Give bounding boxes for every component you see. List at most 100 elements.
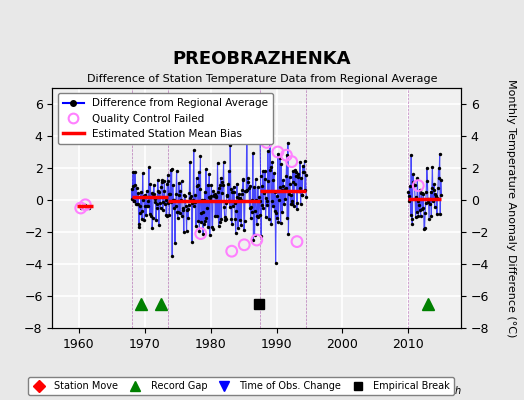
- Point: [138, 216, 146, 222]
- Point: [291, 180, 299, 187]
- Point: [431, 190, 440, 197]
- Point: [77, 205, 85, 211]
- Point: [246, 214, 255, 221]
- Point: [220, 204, 228, 210]
- Point: [148, 215, 157, 221]
- Point: [189, 199, 197, 205]
- Point: [136, 210, 145, 216]
- Point: [166, 191, 174, 197]
- Point: [230, 188, 238, 195]
- Point: [150, 191, 159, 197]
- Point: [231, 216, 239, 222]
- Point: [407, 152, 416, 158]
- Point: [200, 197, 208, 203]
- Point: [297, 200, 305, 207]
- Point: [414, 182, 422, 189]
- Point: [209, 226, 217, 232]
- Point: [283, 140, 292, 146]
- Point: [420, 225, 428, 232]
- Point: [191, 192, 199, 198]
- Point: [268, 159, 277, 165]
- Point: [301, 187, 309, 193]
- Point: [420, 224, 429, 231]
- Point: [81, 202, 90, 208]
- Point: [285, 190, 293, 197]
- Point: [141, 202, 149, 209]
- Point: [299, 169, 308, 175]
- Point: [81, 202, 90, 208]
- Point: [187, 193, 195, 200]
- Point: [277, 219, 285, 226]
- Point: [222, 215, 230, 222]
- Point: [219, 181, 227, 188]
- Point: [186, 195, 194, 201]
- Point: [146, 210, 154, 217]
- Point: [261, 214, 270, 220]
- Point: [240, 242, 248, 248]
- Point: [172, 191, 180, 197]
- Point: [255, 194, 263, 200]
- Point: [433, 195, 442, 201]
- Point: [220, 159, 228, 165]
- Point: [421, 200, 430, 206]
- Point: [235, 190, 243, 197]
- Point: [129, 169, 137, 176]
- Point: [224, 181, 232, 188]
- Point: [291, 169, 300, 175]
- Point: [139, 197, 147, 204]
- Point: [127, 186, 136, 192]
- Text: Berkeley Earth: Berkeley Earth: [389, 386, 461, 396]
- Point: [155, 222, 163, 228]
- Point: [258, 202, 267, 208]
- Point: [432, 193, 441, 200]
- Point: [293, 238, 301, 245]
- Point: [286, 181, 294, 187]
- Point: [160, 178, 169, 184]
- Point: [417, 190, 425, 196]
- Point: [213, 160, 222, 166]
- Point: [253, 213, 261, 220]
- Point: [164, 178, 172, 184]
- Point: [234, 224, 242, 231]
- Point: [239, 176, 248, 183]
- Point: [206, 193, 215, 199]
- Point: [260, 176, 269, 182]
- Point: [139, 192, 148, 199]
- Point: [181, 198, 190, 205]
- Point: [151, 198, 160, 205]
- Point: [294, 174, 303, 180]
- Point: [296, 184, 304, 191]
- Point: [192, 223, 200, 229]
- Point: [203, 205, 211, 212]
- Point: [256, 173, 265, 180]
- Legend: Difference from Regional Average, Quality Control Failed, Estimated Station Mean: Difference from Regional Average, Qualit…: [58, 93, 273, 144]
- Point: [296, 158, 304, 165]
- Point: [409, 179, 418, 185]
- Point: [228, 221, 236, 227]
- Point: [280, 201, 288, 207]
- Point: [206, 194, 214, 201]
- Point: [202, 166, 210, 172]
- Point: [163, 180, 171, 187]
- Point: [162, 211, 170, 218]
- Point: [277, 161, 286, 168]
- Point: [425, 216, 433, 222]
- Point: [219, 190, 227, 196]
- Point: [298, 192, 307, 198]
- Point: [433, 211, 441, 218]
- Point: [78, 203, 86, 210]
- Point: [131, 181, 139, 188]
- Point: [189, 197, 198, 204]
- Point: [214, 223, 223, 230]
- Point: [173, 209, 181, 216]
- Point: [263, 198, 271, 204]
- Point: [215, 219, 224, 225]
- Text: PREOBRAZHENKA: PREOBRAZHENKA: [173, 50, 351, 68]
- Point: [415, 202, 423, 208]
- Point: [236, 197, 245, 204]
- Point: [427, 188, 435, 195]
- Point: [300, 169, 308, 175]
- Point: [194, 169, 203, 176]
- Point: [268, 198, 276, 204]
- Point: [209, 188, 217, 194]
